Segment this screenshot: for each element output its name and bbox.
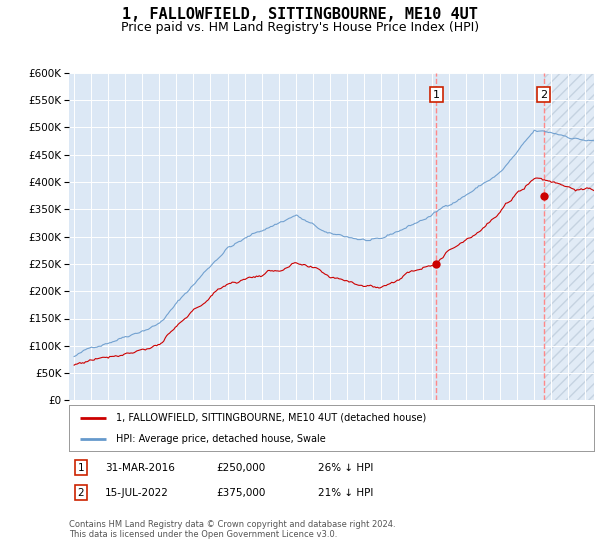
Text: 1, FALLOWFIELD, SITTINGBOURNE, ME10 4UT: 1, FALLOWFIELD, SITTINGBOURNE, ME10 4UT <box>122 7 478 22</box>
Bar <box>544 73 600 400</box>
Text: £250,000: £250,000 <box>216 463 265 473</box>
Text: 1: 1 <box>433 90 440 100</box>
Text: 15-JUL-2022: 15-JUL-2022 <box>105 488 169 498</box>
Text: 31-MAR-2016: 31-MAR-2016 <box>105 463 175 473</box>
Text: 26% ↓ HPI: 26% ↓ HPI <box>318 463 373 473</box>
Text: 21% ↓ HPI: 21% ↓ HPI <box>318 488 373 498</box>
Text: £375,000: £375,000 <box>216 488 265 498</box>
Text: 1: 1 <box>77 463 85 473</box>
Text: 2: 2 <box>540 90 547 100</box>
Text: Price paid vs. HM Land Registry's House Price Index (HPI): Price paid vs. HM Land Registry's House … <box>121 21 479 34</box>
Text: Contains HM Land Registry data © Crown copyright and database right 2024.
This d: Contains HM Land Registry data © Crown c… <box>69 520 395 539</box>
Text: 1, FALLOWFIELD, SITTINGBOURNE, ME10 4UT (detached house): 1, FALLOWFIELD, SITTINGBOURNE, ME10 4UT … <box>116 413 427 423</box>
Bar <box>544 73 600 400</box>
Text: HPI: Average price, detached house, Swale: HPI: Average price, detached house, Swal… <box>116 435 326 444</box>
Text: 2: 2 <box>77 488 85 498</box>
